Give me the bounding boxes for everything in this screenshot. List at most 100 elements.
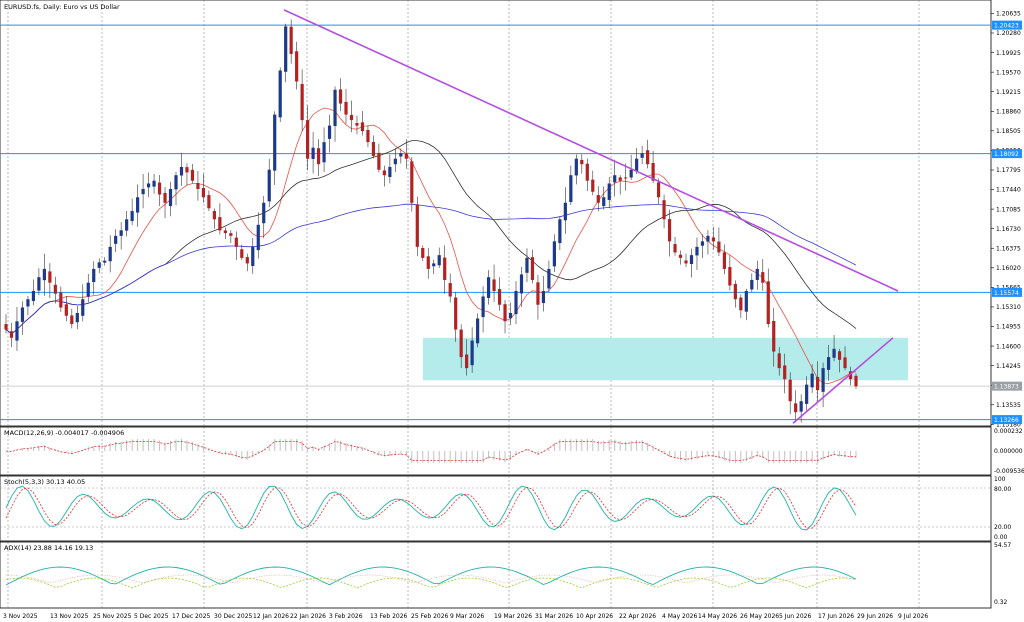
adx-minus-di-line [5,574,857,584]
candle-body [629,169,633,178]
candle-body [695,246,699,256]
candle-body [536,282,540,305]
candle-body [700,241,705,246]
date-tick-label: 22 Apr 2026 [619,613,656,620]
candle-body [119,230,123,236]
candle-body [662,200,666,220]
candle-body [70,315,74,325]
candle-body [251,246,255,266]
level-label: 1.18092 [994,151,1019,158]
price-tick-label: 1.14955 [996,324,1021,331]
level-tag [992,20,1022,30]
candle-body [218,217,222,231]
candle-body [31,290,36,301]
candle-body [344,101,348,115]
price-tick-label: 1.20280 [996,30,1021,37]
candle-body [711,237,716,242]
candle-body [322,142,326,163]
candle-body [821,368,825,392]
candle-body [651,162,655,181]
adx-main-line [5,566,857,586]
candle-body [157,182,162,195]
candle-body [284,26,288,72]
macd-title: MACD(12,26,9) -0.004017 -0.004906 [4,429,124,437]
candle-body [454,297,458,330]
price-tick-label: 1.16020 [996,265,1021,272]
candle-body [794,403,798,413]
macd-axis-bottom: -0.009536 [994,468,1024,475]
candle-body [37,277,41,291]
candle-body [750,279,754,290]
candle-body [108,246,112,262]
candle-body [761,272,765,283]
candle-body [717,241,721,253]
candle-body [300,84,304,121]
candle-body [256,224,260,251]
candle-body [722,252,726,269]
candle-body [382,170,386,176]
candle-body [190,169,195,181]
candle-body [558,219,562,244]
date-tick-label: 31 Mar 2026 [535,613,573,620]
candle-body [777,353,781,369]
candle-body [53,284,57,294]
date-tick-label: 4 May 2026 [662,613,697,620]
price-tick-label: 1.13180 [996,422,1021,429]
date-axis: 3 Nov 2025 13 Nov 2025 25 Nov 2025 5 Dec 20… [3,613,928,620]
candle-body [772,320,776,352]
candle-body [59,292,63,308]
candle-body [421,247,425,258]
price-tick-label: 1.17085 [996,206,1021,213]
adx-plus-di-line [5,577,857,589]
support-zone-rect [423,337,908,381]
date-tick-label: 17 Jun 2026 [818,613,854,620]
candle-body [799,401,803,412]
date-tick-label: 12 Jan 2026 [253,613,289,620]
stoch-signal-line [5,486,857,529]
stoch-title: Stoch(5,3,3) 30.13 40.05 [4,478,85,486]
candle-body [355,123,359,126]
candle-body [404,153,408,159]
price-tick-label: 1.14245 [996,363,1021,370]
candle-body [295,51,299,82]
candle-body [607,183,611,200]
candle-body [311,147,315,159]
candle-body [481,296,485,318]
candle-body [207,195,211,209]
candle-body [97,262,101,268]
level-tag [992,149,1022,159]
candle-body [141,188,145,195]
date-tick-label: 9 Mar 2026 [450,613,484,620]
candle-body [360,122,365,132]
candle-body [349,114,354,121]
candle-body [547,268,551,289]
candle-body [229,233,233,236]
price-axis: 1.20635 1.20280 1.19925 1.19570 1.19215 1.188… [991,11,1021,429]
candle-body [26,299,30,307]
candle-body [114,235,118,244]
current-price-label: 1.13873 [994,384,1019,391]
candle-body [783,365,787,380]
moving-averages [5,107,857,385]
macd-axis-zero: 0.000000 [994,448,1023,455]
candle-body [415,204,419,247]
price-tick-label: 1.15310 [996,304,1021,311]
candle-body [843,357,847,369]
price-tick-label: 1.18860 [996,108,1021,115]
rising-trendline [792,337,894,424]
candle-body [377,152,381,170]
candle-body [240,249,244,258]
candle-body [179,166,184,176]
candle-body [552,241,556,267]
candle-body [585,163,589,181]
date-tick-label: 13 Feb 2026 [370,613,408,620]
candle-body [580,159,584,165]
date-tick-label: 9 Jul 2026 [898,613,928,620]
candle-body [497,289,502,305]
candle-body [788,379,792,402]
date-tick-label: 10 Apr 2026 [576,613,613,620]
candle-body [591,179,595,192]
candle-body [656,182,661,198]
level-tag [992,415,1022,425]
candle-body [613,175,617,183]
